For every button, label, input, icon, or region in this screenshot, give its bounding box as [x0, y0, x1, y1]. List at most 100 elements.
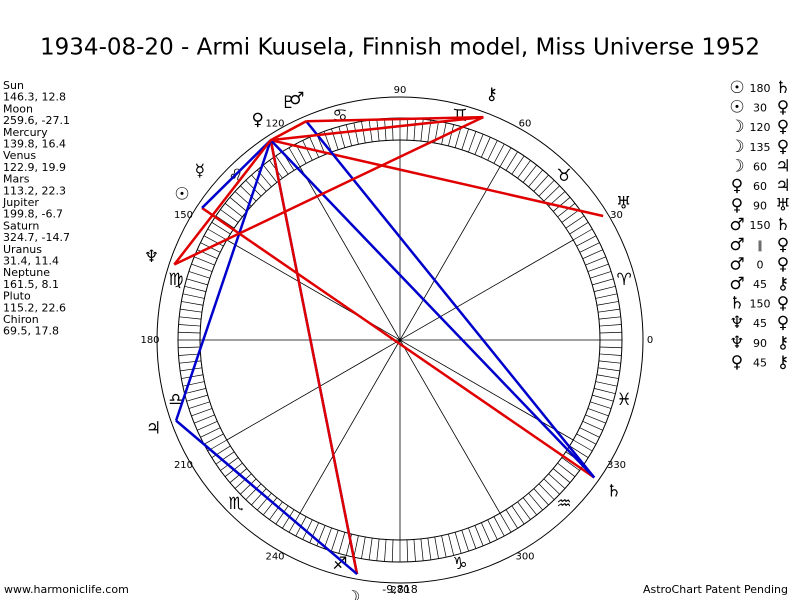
ring-tick	[282, 509, 295, 529]
ring-tick	[191, 408, 213, 417]
aspect-line	[270, 115, 484, 142]
ring-tick	[599, 331, 622, 334]
ring-tick	[391, 118, 394, 141]
aspect-line	[201, 206, 595, 479]
ring-tick	[598, 360, 621, 364]
ring-tick	[590, 271, 612, 279]
ring-tick	[203, 433, 224, 445]
ring-tick	[302, 140, 313, 161]
aspect-from: ☽	[729, 117, 744, 137]
ring-tick	[184, 388, 207, 395]
ring-tick	[207, 228, 227, 241]
ring-tick	[522, 497, 537, 516]
aspect-angle: 135	[750, 141, 771, 154]
ring-tick	[576, 235, 597, 247]
ring-tick	[593, 388, 616, 395]
ring-tick	[353, 122, 359, 145]
ring-tick	[511, 155, 525, 175]
aspect-angle: 150	[750, 298, 771, 311]
ring-tick	[598, 308, 620, 313]
ring-tick	[474, 525, 484, 546]
ring-tick	[461, 128, 469, 150]
ring-tick	[454, 126, 462, 148]
ring-tick	[579, 242, 600, 253]
ring-tick	[593, 285, 616, 292]
ring-tick	[493, 516, 505, 537]
ring-tick	[361, 121, 366, 144]
aspect-line	[173, 115, 484, 266]
ring-tick	[194, 414, 215, 424]
ring-tick	[522, 164, 537, 183]
planet-name: Mercury	[3, 126, 48, 139]
aspect-to: ♀	[777, 117, 789, 137]
ring-tick	[180, 308, 202, 313]
aspect-angle: ∥	[757, 239, 763, 252]
ring-tick	[481, 137, 491, 158]
ring-tick	[487, 519, 498, 540]
ring-tick	[203, 235, 224, 247]
planet-position: 161.5, 8.1	[3, 278, 59, 291]
ring-tick	[211, 222, 231, 235]
ring-tick	[182, 293, 205, 299]
degree-label: 180	[140, 335, 159, 346]
aspect-line	[306, 115, 484, 123]
ring-tick	[302, 519, 313, 540]
planet-position: 199.8, -6.7	[3, 208, 63, 221]
aspect-to: ♀	[777, 254, 789, 274]
aspect-to: ♃	[775, 176, 790, 196]
degree-label: 0	[647, 335, 653, 346]
zodiac-sign: ♈	[616, 270, 631, 290]
ring-tick	[229, 468, 248, 483]
ring-tick	[353, 535, 359, 558]
planet-glyph: ☉	[174, 185, 189, 205]
ring-tick	[211, 445, 231, 458]
planet-name: Jupiter	[2, 196, 39, 209]
ring-tick	[582, 421, 603, 431]
planet-position: 259.6, -27.1	[3, 114, 70, 127]
ring-tick	[552, 197, 571, 212]
ring-tick	[181, 301, 204, 306]
ring-tick	[585, 256, 606, 266]
aspect-angle: 120	[750, 121, 771, 134]
ring-tick	[288, 147, 301, 167]
spoke	[226, 239, 574, 441]
ring-tick	[599, 353, 622, 356]
ring-tick	[220, 209, 239, 223]
aspect-from: ♂	[729, 274, 744, 294]
aspect-from: ☉	[729, 98, 744, 118]
degree-label: 90	[394, 85, 407, 96]
ring-tick	[468, 131, 477, 153]
planet-position: 324.7, -14.7	[3, 231, 70, 244]
ring-tick	[251, 174, 267, 192]
ring-tick	[505, 151, 518, 171]
ring-tick	[178, 353, 201, 356]
ring-tick	[345, 124, 352, 147]
ring-tick	[528, 169, 543, 188]
ring-tick	[596, 374, 619, 379]
planet-name: Saturn	[3, 219, 39, 232]
degree-label: 330	[607, 460, 626, 471]
ring-tick	[598, 367, 620, 372]
ring-tick	[338, 532, 346, 554]
planet-glyph: ♇	[281, 93, 296, 113]
aspect-to: ♀	[777, 313, 789, 333]
ring-tick	[595, 381, 618, 387]
ring-tick	[180, 367, 202, 372]
aspect-to: ⚷	[777, 352, 789, 372]
aspect-to: ♀	[777, 294, 789, 314]
aspect-angle: 0	[757, 258, 764, 271]
planet-glyph: ♀	[251, 110, 263, 130]
chart-title: 1934-08-20 - Armi Kuusela, Finnish model…	[40, 35, 760, 61]
aspect-from: ☽	[729, 156, 744, 176]
ring-tick	[309, 137, 319, 158]
ring-tick	[474, 134, 484, 155]
planet-name: Neptune	[3, 266, 50, 279]
ring-tick	[251, 488, 267, 506]
ring-tick	[224, 203, 243, 218]
planet-name: Chiron	[3, 313, 39, 326]
ring-tick	[186, 394, 208, 402]
ring-tick	[406, 118, 409, 141]
aspect-to: ♄	[775, 215, 790, 235]
planet-name: Mars	[3, 173, 30, 186]
